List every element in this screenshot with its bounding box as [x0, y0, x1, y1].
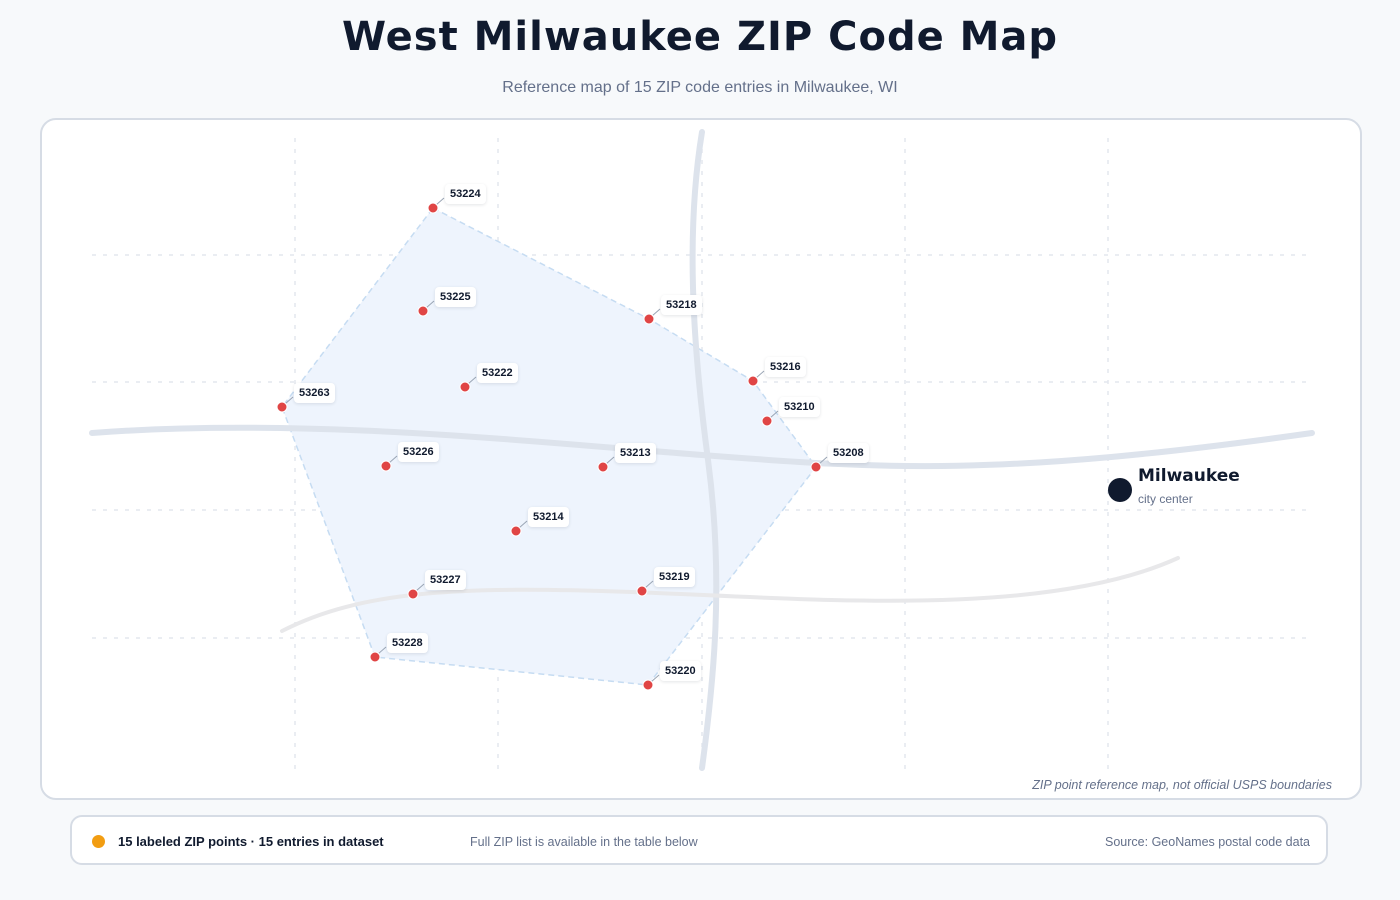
table-note: Full ZIP list is available in the table …: [470, 835, 698, 849]
zip-marker[interactable]: [810, 461, 822, 473]
zip-label: 53224: [445, 184, 486, 204]
zip-label-leader: [388, 455, 398, 464]
zip-label: 53222: [477, 363, 518, 383]
page-subtitle: Reference map of 15 ZIP code entries in …: [502, 79, 898, 96]
zip-label-leader: [769, 410, 779, 419]
zip-label-leader: [467, 376, 477, 385]
zip-marker[interactable]: [417, 305, 429, 317]
zip-label-leader: [644, 580, 654, 589]
legend-footer: 15 labeled ZIP points · 15 entries in da…: [70, 815, 1328, 865]
zip-label: 53225: [435, 287, 476, 307]
data-source: Source: GeoNames postal code data: [1105, 835, 1310, 849]
zip-label: 53226: [398, 442, 439, 462]
zip-marker[interactable]: [459, 381, 471, 393]
zip-marker[interactable]: [761, 415, 773, 427]
zip-label-leader: [651, 308, 661, 317]
zip-label-leader: [650, 674, 660, 683]
zip-marker[interactable]: [380, 460, 392, 472]
zip-label: 53219: [654, 567, 695, 587]
zip-label: 53220: [660, 661, 701, 681]
zip-marker[interactable]: [276, 401, 288, 413]
zip-marker[interactable]: [642, 679, 654, 691]
zip-marker[interactable]: [636, 585, 648, 597]
zip-label-leader: [518, 520, 528, 529]
zip-marker[interactable]: [407, 588, 419, 600]
zip-label: 53208: [828, 443, 869, 463]
zip-area-hull: [281, 207, 817, 686]
zip-label: 53263: [294, 383, 335, 403]
page-title: West Milwaukee ZIP Code Map: [341, 14, 1059, 60]
zip-label-leader: [377, 646, 387, 655]
road-east-west: [89, 424, 1315, 470]
zip-label: 53218: [661, 295, 702, 315]
zip-label: 53228: [387, 633, 428, 653]
zip-label: 53216: [765, 357, 806, 377]
map-canvas[interactable]: [42, 120, 1360, 798]
zip-label-leader: [818, 456, 828, 465]
legend-dot-icon: [92, 835, 105, 848]
road-north-south: [689, 129, 720, 771]
city-label: city center: [1138, 492, 1193, 506]
zip-marker[interactable]: [510, 525, 522, 537]
city-name: Milwaukee: [1138, 466, 1240, 486]
zip-label: 53214: [528, 507, 569, 527]
zip-label-leader: [425, 300, 435, 309]
zip-marker[interactable]: [643, 313, 655, 325]
zip-label-leader: [435, 197, 445, 206]
zip-label-leader: [755, 370, 765, 379]
zip-marker[interactable]: [427, 202, 439, 214]
zip-marker[interactable]: [747, 375, 759, 387]
roads: [89, 129, 1315, 771]
city-center-marker[interactable]: [1108, 478, 1132, 502]
map-disclaimer: ZIP point reference map, not official US…: [1032, 778, 1332, 792]
zip-label-leader: [605, 456, 615, 465]
zip-label-leader: [284, 396, 294, 405]
zip-label: 53213: [615, 443, 656, 463]
zip-marker[interactable]: [597, 461, 609, 473]
road-south: [280, 556, 1180, 633]
zip-markers: [276, 197, 828, 691]
zip-label: 53227: [425, 570, 466, 590]
zip-label: 53210: [779, 397, 820, 417]
zip-marker[interactable]: [369, 651, 381, 663]
map-panel[interactable]: 53224 53225 53218 53216 53222 53263 53210 53226…: [40, 118, 1362, 800]
zip-label-leader: [415, 583, 425, 592]
zip-count-text: 15 labeled ZIP points · 15 entries in da…: [118, 834, 384, 849]
